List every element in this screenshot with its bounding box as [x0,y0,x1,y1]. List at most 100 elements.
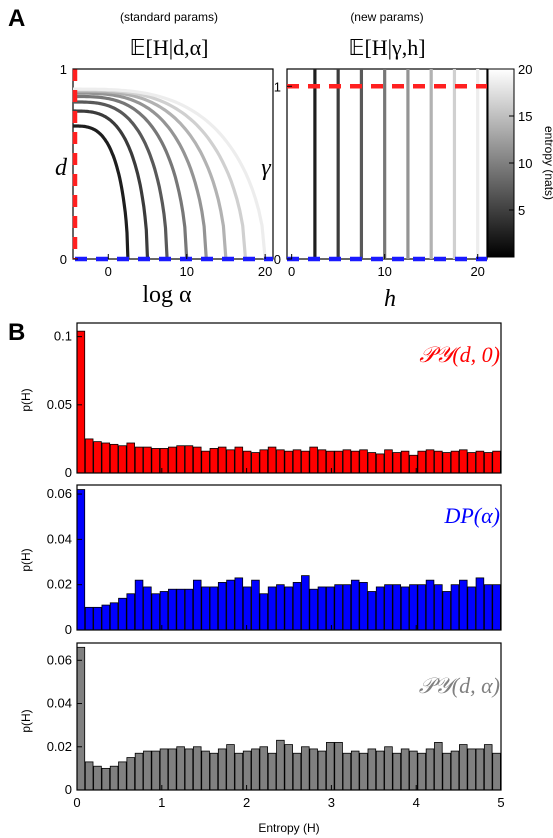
hist2-bar [159,748,169,791]
hist0-bar [226,449,235,474]
hist0-bar [450,450,460,474]
series-label-py-d0: 𝒫𝒴(d, 0) [419,342,500,367]
hist1-bar [434,584,443,631]
hist1-ytick-label: 0.04 [47,531,72,546]
hist0-bar [118,445,127,474]
hist0-bar [417,450,426,474]
left-contour-line [73,109,150,260]
right-xlabel: h [384,286,396,312]
right-ylabel: γ [261,155,271,181]
hist1-bar [367,591,377,631]
hist0-axes-box [76,322,502,474]
hist2-bar [450,750,460,791]
hist2-xtick-label: 2 [243,795,250,810]
hist0-ylabel: p(H) [19,388,33,411]
hist2-bar [201,750,210,791]
hist2-ytick-label: 0.06 [47,652,72,667]
panel-b-letter: B [8,319,25,346]
hist0-bar [76,330,86,474]
hist1-bar [126,593,135,631]
hist0-bar [292,449,302,474]
left-contour-line [73,100,169,260]
hist1-bar [93,606,102,631]
hist1-bar [234,577,244,631]
left-ylabel: d [55,155,68,181]
right-ytick-label: 1 [274,79,281,94]
hist0-bar [284,450,293,474]
hist0-bar [475,450,485,474]
hist2-bar [317,750,327,791]
left-xlabel: log α [142,282,192,308]
hist2-bar [309,748,318,791]
hist0-bar [134,446,144,474]
hist1-bar [342,584,352,631]
colorbar: 5 10 15 20 [487,62,532,258]
hist2-bar [409,750,418,791]
left-xtick-label: 0 [105,264,112,279]
hist1-ytick-label: 0.06 [47,486,72,501]
left-contour-plot: 0 10 20 0 1 [60,62,274,279]
hist1-bar [176,588,185,631]
right-title: 𝔼[H|γ,h] [348,35,425,60]
hist-xlabel: Entropy (H) [258,821,319,835]
hist1-bar [334,584,343,631]
hist1-bar [375,586,385,631]
hist2-bar [301,746,310,791]
hist2-bar [276,739,285,791]
hist1-ylabel: p(H) [19,548,33,571]
right-xtick-label: 20 [470,264,484,279]
hist1-bar [159,591,169,631]
hist0-bar [317,449,327,474]
hist1-bar [267,586,277,631]
hist2-bar [184,748,194,791]
hist0-bar [442,452,451,474]
hist2-ytick-label: 0.02 [47,739,72,754]
hist0-bar [192,446,202,474]
hist0-ytick-label: 0.05 [47,397,72,412]
hist2-bar [284,744,293,791]
colorbar-tick-label: 20 [518,62,532,77]
hist2-bar [392,752,402,791]
hist2-bar [126,757,135,791]
hist1-bar [292,582,302,631]
hist1-bar [284,586,293,631]
hist0-bar [434,450,443,474]
hist0-bar [217,446,227,474]
hist2-bar [109,765,119,791]
hist1-bar [326,586,335,631]
hist2-bar [442,752,451,791]
hist2-bar [459,744,468,791]
hist2-axes-box [76,642,502,791]
hist2-bar [400,748,410,791]
left-contour-line [73,94,189,260]
hist2-bar [425,748,435,791]
hist2-bar [259,746,269,791]
hist1-bar [475,577,485,631]
hist1-bar [392,584,402,631]
hist2-bar [93,765,102,791]
hist1-bar [101,604,111,631]
histogram-py-d0: 0 0.05 0.1 [47,322,502,480]
colorbar-tick-label: 10 [518,156,532,171]
hist1-bar [184,588,194,631]
hist1-bar [317,586,327,631]
hist1-bar [84,606,94,631]
hist1-bar [151,593,160,631]
hist2-bar [84,761,94,791]
hist0-bar [84,438,94,474]
hist0-bar [109,443,119,474]
hist0-ytick-label: 0 [65,465,72,480]
left-contour-line [73,87,267,260]
right-subtitle: (new params) [350,10,423,24]
hist1-bar [168,588,177,631]
hist0-bar [209,448,219,474]
colorbar-tick-label: 15 [518,109,532,124]
hist1-bar [276,584,285,631]
hist0-bar [201,450,210,474]
hist2-bar [417,752,426,791]
hist2-bar [234,752,244,791]
hist0-bar [242,450,252,474]
hist0-bar [350,450,360,474]
hist2-ylabel: p(H) [19,709,33,732]
hist0-bar [392,452,402,474]
